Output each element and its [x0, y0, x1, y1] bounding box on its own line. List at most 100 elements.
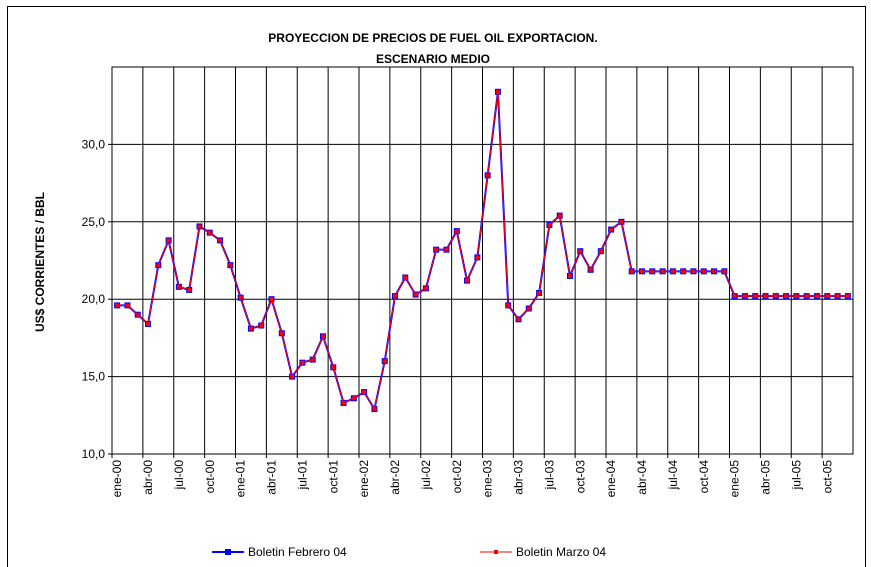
x-tick-label: abr-04	[635, 460, 649, 495]
y-tick-label: 15,0	[82, 370, 106, 384]
data-point	[495, 89, 500, 94]
y-tick-label: 20,0	[82, 292, 106, 306]
x-tick-label: ene-01	[234, 460, 248, 498]
y-axis-title: US$ CORRIENTES / BBL	[33, 192, 47, 332]
data-point	[125, 303, 130, 308]
data-point	[825, 294, 830, 299]
data-point	[753, 294, 758, 299]
data-point	[722, 269, 727, 274]
legend-marker	[225, 549, 231, 555]
data-point	[269, 297, 274, 302]
data-point	[567, 273, 572, 278]
data-point	[115, 303, 120, 308]
data-point	[609, 227, 614, 232]
data-point	[382, 359, 387, 364]
data-point	[640, 269, 645, 274]
data-point	[578, 249, 583, 254]
data-point	[485, 173, 490, 178]
x-tick-label: ene-02	[357, 460, 371, 498]
x-tick-label: oct-04	[697, 460, 711, 494]
data-point	[526, 306, 531, 311]
x-tick-label: ene-05	[728, 460, 742, 498]
data-point	[413, 292, 418, 297]
data-point	[506, 303, 511, 308]
data-point	[701, 269, 706, 274]
series-line	[117, 91, 848, 411]
chart-title: PROYECCION DE PRECIOS DE FUEL OIL EXPORT…	[268, 31, 597, 45]
data-point	[629, 269, 634, 274]
data-point	[300, 360, 305, 365]
x-tick-label: oct-00	[203, 460, 217, 494]
x-tick-label: oct-03	[573, 460, 587, 494]
data-point	[218, 238, 223, 243]
x-tick-label: jul-04	[666, 460, 680, 491]
legend-label: Boletin Febrero 04	[248, 545, 347, 559]
data-point	[176, 284, 181, 289]
x-tick-label: jul-01	[295, 460, 309, 491]
x-tick-label: jul-00	[172, 460, 186, 491]
data-point	[712, 269, 717, 274]
x-tick-label: oct-05	[820, 460, 834, 494]
x-tick-label: oct-01	[326, 460, 340, 494]
data-point	[341, 400, 346, 405]
y-tick-label: 10,0	[82, 447, 106, 461]
data-point	[197, 224, 202, 229]
data-point	[372, 407, 377, 412]
data-point	[166, 238, 171, 243]
data-point	[773, 294, 778, 299]
data-point	[835, 294, 840, 299]
x-tick-label: jul-03	[542, 460, 556, 491]
data-point	[279, 331, 284, 336]
data-point	[619, 219, 624, 224]
data-point	[537, 291, 542, 296]
x-tick-label: abr-03	[512, 460, 526, 495]
data-point	[732, 294, 737, 299]
data-point	[557, 213, 562, 218]
data-point	[238, 295, 243, 300]
data-point	[290, 374, 295, 379]
plot-frame	[111, 66, 854, 455]
data-point	[351, 396, 356, 401]
legend-marker	[494, 550, 498, 554]
data-point	[403, 275, 408, 280]
x-tick-label: jul-02	[419, 460, 433, 491]
data-point	[516, 317, 521, 322]
data-point	[135, 312, 140, 317]
x-tick-label: ene-04	[604, 460, 618, 498]
data-point	[588, 267, 593, 272]
x-tick-label: oct-02	[450, 460, 464, 494]
data-point	[547, 222, 552, 227]
data-point	[814, 294, 819, 299]
data-point	[248, 326, 253, 331]
y-tick-label: 30,0	[82, 137, 106, 151]
x-tick-label: abr-02	[388, 460, 402, 495]
data-point	[681, 269, 686, 274]
data-point	[784, 294, 789, 299]
chart-subtitle: ESCENARIO MEDIO	[376, 52, 490, 66]
x-tick-label: abr-01	[265, 460, 279, 495]
x-tick-label: jul-05	[789, 460, 803, 491]
data-point	[423, 286, 428, 291]
data-point	[434, 247, 439, 252]
data-point	[598, 249, 603, 254]
data-point	[362, 390, 367, 395]
data-point	[187, 287, 192, 292]
data-point	[845, 294, 850, 299]
data-point	[207, 230, 212, 235]
data-point	[475, 255, 480, 260]
data-point	[310, 357, 315, 362]
data-point	[444, 247, 449, 252]
data-point	[794, 294, 799, 299]
data-point	[650, 269, 655, 274]
x-tick-label: ene-03	[481, 460, 495, 498]
x-tick-label: abr-00	[141, 460, 155, 495]
data-point	[146, 321, 151, 326]
data-point	[320, 334, 325, 339]
data-point	[804, 294, 809, 299]
data-point	[156, 263, 161, 268]
data-point	[331, 365, 336, 370]
legend-label: Boletin Marzo 04	[516, 545, 606, 559]
data-point	[763, 294, 768, 299]
data-point	[670, 269, 675, 274]
